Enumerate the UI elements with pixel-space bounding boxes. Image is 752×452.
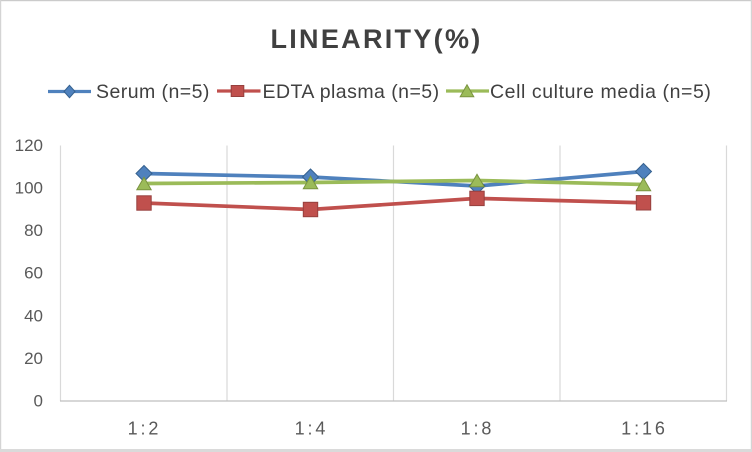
svg-text:1:8: 1:8 (461, 419, 495, 439)
svg-text:Serum (n=5): Serum (n=5) (96, 81, 210, 103)
svg-text:20: 20 (24, 349, 43, 368)
svg-text:1:16: 1:16 (621, 419, 668, 439)
svg-text:Cell culture media (n=5): Cell culture media (n=5) (490, 81, 711, 103)
svg-text:60: 60 (24, 264, 43, 283)
svg-text:0: 0 (34, 392, 43, 411)
svg-text:120: 120 (15, 136, 43, 155)
svg-text:100: 100 (15, 179, 43, 198)
svg-text:LINEARITY(%): LINEARITY(%) (270, 24, 482, 54)
svg-text:1:4: 1:4 (295, 419, 329, 439)
svg-text:40: 40 (24, 306, 43, 325)
svg-text:80: 80 (24, 221, 43, 240)
svg-text:EDTA plasma (n=5): EDTA plasma (n=5) (263, 81, 440, 103)
svg-text:1:2: 1:2 (128, 419, 162, 439)
